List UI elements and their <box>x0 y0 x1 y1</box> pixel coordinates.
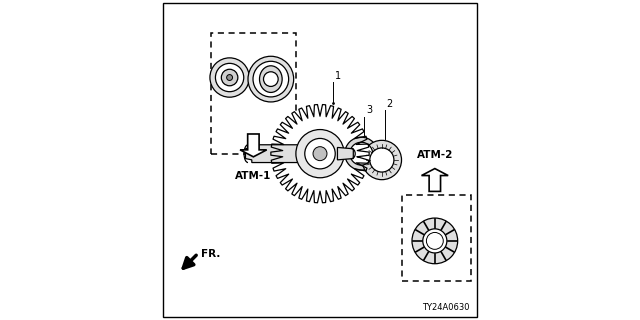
Circle shape <box>370 148 394 172</box>
Circle shape <box>210 58 249 97</box>
Circle shape <box>264 72 278 86</box>
Circle shape <box>350 142 372 165</box>
Ellipse shape <box>259 66 282 92</box>
Text: ATM-1: ATM-1 <box>235 171 271 181</box>
Circle shape <box>253 61 289 97</box>
Text: FR.: FR. <box>201 249 220 259</box>
Bar <box>403 195 470 281</box>
Circle shape <box>345 137 378 170</box>
Circle shape <box>313 147 327 161</box>
Circle shape <box>362 140 401 180</box>
Polygon shape <box>271 105 369 203</box>
Text: ATM-2: ATM-2 <box>417 150 453 160</box>
Circle shape <box>216 63 244 92</box>
Polygon shape <box>246 145 303 163</box>
Circle shape <box>248 56 294 102</box>
Circle shape <box>296 130 344 178</box>
Circle shape <box>426 232 444 249</box>
Text: 1: 1 <box>335 71 341 81</box>
Circle shape <box>305 139 335 169</box>
Polygon shape <box>337 148 353 160</box>
Text: TY24A0630: TY24A0630 <box>422 303 469 312</box>
Polygon shape <box>422 169 448 191</box>
Bar <box>211 33 296 154</box>
Text: 2: 2 <box>387 99 393 108</box>
Circle shape <box>412 218 458 264</box>
Polygon shape <box>240 134 267 157</box>
Circle shape <box>227 75 232 80</box>
Circle shape <box>221 69 238 86</box>
Text: 3: 3 <box>366 105 372 115</box>
Circle shape <box>423 229 447 253</box>
